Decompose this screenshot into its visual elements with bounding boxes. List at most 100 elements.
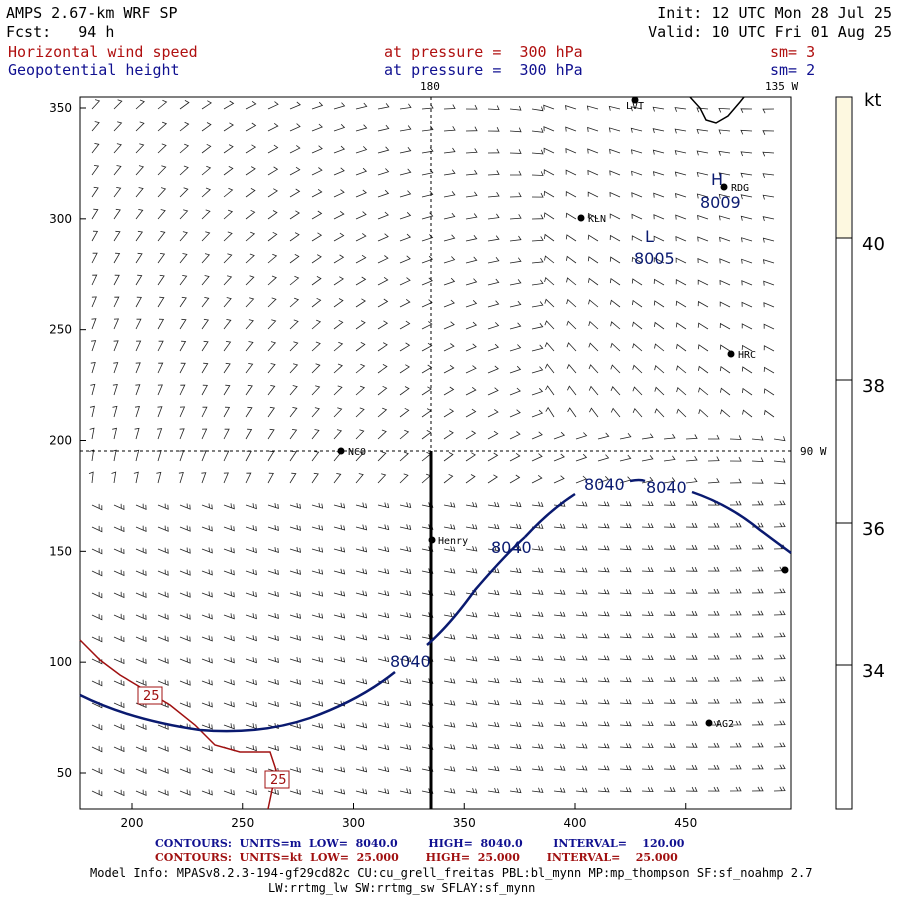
wind-barb <box>465 148 478 154</box>
wind-barb <box>588 364 599 374</box>
wind-barb <box>685 610 698 616</box>
wind-barb <box>399 342 411 352</box>
wind-barb <box>465 343 477 352</box>
wind-barb <box>157 525 169 532</box>
wind-barb <box>597 476 610 484</box>
wind-barb <box>91 230 99 242</box>
wind-barb <box>179 296 187 308</box>
wind-barb <box>311 612 324 619</box>
wind-barb <box>355 254 367 264</box>
wind-barb <box>465 169 478 176</box>
wind-barb <box>135 679 147 687</box>
wind-barb <box>113 99 123 110</box>
wind-barb <box>751 786 764 792</box>
speed-label-box-2 <box>264 770 290 789</box>
wind-barb <box>355 502 368 509</box>
wind-barb <box>544 341 555 352</box>
wind-barb <box>311 407 320 418</box>
wind-barb <box>544 276 555 286</box>
wind-barb <box>697 236 709 242</box>
wind-barb <box>509 192 522 198</box>
wind-barb <box>399 233 412 242</box>
wind-barb <box>676 408 687 418</box>
wind-barb <box>355 744 368 751</box>
model-info: Model Info: MPASv8.2.3-194-gf29cd82c CU:… <box>90 866 813 880</box>
wind-speed-contour <box>79 639 277 810</box>
wind-barb <box>245 613 257 620</box>
wind-barb <box>587 169 599 176</box>
low-value: 8005 <box>634 249 675 268</box>
wind-barb <box>465 191 478 198</box>
wind-barb <box>179 450 185 462</box>
wind-barb <box>201 679 213 686</box>
wind-barb <box>676 365 687 374</box>
wind-barb <box>465 611 478 618</box>
wind-barb <box>399 103 412 110</box>
wind-barb <box>587 126 599 132</box>
wind-barb <box>399 125 412 132</box>
wind-barb <box>597 743 610 749</box>
wind-barb <box>465 256 478 264</box>
wind-barb <box>685 434 698 440</box>
wind-barb <box>201 789 213 796</box>
wind-barb <box>631 235 643 242</box>
wind-barb <box>377 276 389 286</box>
wind-barb <box>751 588 764 594</box>
wind-barb <box>698 408 709 418</box>
wind-barb <box>719 301 731 308</box>
wind-barb <box>773 632 786 638</box>
wind-barb <box>135 296 142 308</box>
wind-barb <box>377 744 390 751</box>
wind-barb <box>587 191 599 198</box>
wind-barb <box>609 256 621 264</box>
wind-barb <box>575 633 588 639</box>
wind-barb <box>751 610 764 616</box>
wind-barb <box>609 278 621 286</box>
wind-barb <box>597 721 610 727</box>
wind-barb <box>707 676 720 682</box>
wind-barb <box>654 408 665 418</box>
station-henry: Henry <box>438 536 468 547</box>
wind-barb <box>377 233 389 242</box>
wind-barb <box>267 385 276 396</box>
wind-barb <box>289 166 301 176</box>
wind-barb <box>201 340 209 352</box>
wind-barb <box>685 588 698 594</box>
wind-barb <box>333 385 343 396</box>
wind-barb <box>289 634 301 641</box>
wind-barb <box>487 452 499 462</box>
wind-barb <box>773 522 786 528</box>
wind-barb <box>201 428 208 440</box>
wind-barb <box>773 500 786 506</box>
wind-barb <box>201 384 208 396</box>
wind-barb <box>465 474 476 484</box>
wind-barb <box>355 363 366 374</box>
wind-barb <box>553 611 566 617</box>
wind-barb <box>663 477 676 484</box>
wind-barb <box>355 276 367 286</box>
wind-barb <box>223 231 233 242</box>
wind-barb <box>641 633 654 639</box>
wind-barb <box>201 569 213 576</box>
wind-barb <box>719 344 731 352</box>
wind-barb <box>223 472 229 484</box>
height-contour-east <box>691 490 792 555</box>
wind-barb <box>289 210 300 220</box>
wind-barb <box>465 567 478 574</box>
wind-barb <box>597 567 610 573</box>
wind-barb <box>311 502 324 509</box>
station-kln: KLN <box>588 214 606 225</box>
wind-barb <box>565 126 577 132</box>
wind-barb <box>619 633 632 639</box>
speed-label-box-1 <box>137 686 163 705</box>
wind-barb <box>421 386 432 396</box>
wind-barb <box>245 679 257 686</box>
wind-barb <box>223 144 234 154</box>
wind-barb <box>245 569 257 576</box>
wind-barb <box>267 428 275 440</box>
wind-barb <box>134 449 140 462</box>
wind-barb <box>631 213 643 220</box>
footer-line2-high: HIGH= 25.000 <box>425 851 520 864</box>
wind-barb <box>443 321 455 330</box>
wind-barb <box>91 165 100 176</box>
